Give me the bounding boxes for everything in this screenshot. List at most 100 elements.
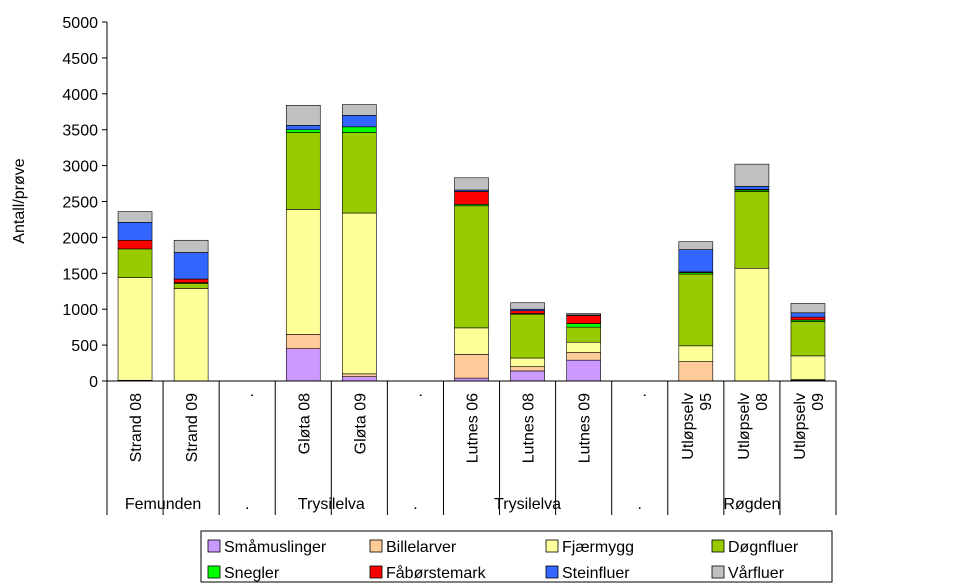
- x-tick-label: Utløpselv09: [792, 393, 827, 460]
- bar-segment: [117, 277, 153, 381]
- bar-segment: [510, 366, 545, 372]
- bar-segment: [342, 373, 377, 377]
- bar-segment: [790, 312, 826, 318]
- bar-segment: [790, 316, 826, 321]
- bar-segment: [510, 313, 545, 359]
- bar-segment: [734, 267, 770, 382]
- bar-segment: [790, 355, 826, 380]
- bar-segment: [566, 326, 601, 343]
- bar-segment: [285, 129, 321, 133]
- x-tick-label: Gløta 09: [352, 393, 369, 454]
- bar-segment: [117, 239, 153, 250]
- y-tick-label: 0: [89, 374, 98, 391]
- bar-segment: [285, 348, 321, 382]
- legend-box: [200, 530, 833, 583]
- bars: [117, 104, 826, 382]
- bar-segment: [678, 249, 714, 273]
- bar-segment: [566, 359, 601, 382]
- legend-item: Fåbørstemark: [369, 564, 487, 582]
- y-tick-label: 4000: [62, 87, 98, 104]
- legend-swatch: [545, 539, 559, 553]
- legend-label: Steinfluer: [562, 565, 630, 582]
- legend-swatch: [711, 565, 725, 579]
- bar-segment: [678, 345, 714, 362]
- group-label: Femunden: [125, 496, 202, 513]
- legend-label: Billelarver: [386, 539, 457, 556]
- x-tick-label-line: 08: [754, 393, 771, 411]
- legend-swatch: [207, 565, 221, 579]
- group-label: Røgden: [723, 496, 780, 513]
- legend-label: Fjærmygg: [562, 539, 634, 556]
- bar-segment: [117, 222, 153, 241]
- bar-segment: [285, 132, 321, 210]
- bar-segment: [678, 273, 714, 347]
- y-tick-label: 4500: [62, 51, 98, 68]
- x-tick-label: Strand 08: [128, 393, 145, 462]
- bar-stack: [790, 303, 826, 382]
- bar-segment: [285, 334, 321, 349]
- legend-swatch: [369, 565, 383, 579]
- bar-stack: [173, 239, 209, 382]
- legend-item: Billelarver: [369, 539, 457, 556]
- bar-stack: [285, 104, 321, 382]
- legend-swatch: [207, 539, 221, 553]
- y-tick-label: 3500: [62, 123, 98, 140]
- bar-segment: [734, 163, 770, 187]
- bar-segment: [678, 361, 714, 382]
- bar-stack: [342, 104, 377, 382]
- x-axis: Strand 08 Strand 09. Gløta 08 Gløta 09. Lutn…: [106, 380, 837, 515]
- x-tick-label-line: Utløpselv: [792, 393, 809, 460]
- bar-segment: [173, 288, 209, 382]
- bar-segment: [342, 126, 377, 133]
- legend-item: Fjærmygg: [545, 539, 634, 556]
- x-tick-label-line: Utløpselv: [680, 393, 697, 460]
- bar-segment: [173, 239, 209, 253]
- bar-segment: [734, 191, 770, 269]
- group-label: .: [245, 496, 249, 513]
- x-tick-label-line: Strand 09: [184, 393, 201, 462]
- bar-segment: [454, 354, 489, 379]
- y-tick-label: 500: [71, 338, 98, 355]
- x-tick-label-line: .: [408, 393, 425, 397]
- x-tick-label-line: 09: [810, 393, 827, 411]
- bar-segment: [510, 310, 545, 314]
- bar-segment: [566, 315, 601, 324]
- x-tick-label: .: [633, 393, 650, 397]
- group-label: Trysilelva: [298, 496, 365, 513]
- bar-segment: [173, 278, 209, 283]
- bar-segment: [566, 351, 601, 361]
- bar-segment: [566, 313, 601, 316]
- legend-label: Fåbørstemark: [386, 564, 487, 582]
- y-tick-label: 1500: [62, 266, 98, 283]
- bar-segment: [790, 321, 826, 357]
- y-axis: 0 500 1000 1500 2000 2500 3000 3500 4000 4500 5000: [62, 15, 108, 391]
- group-label: .: [638, 496, 642, 513]
- bar-stack: [510, 302, 545, 382]
- x-tick-label: Utløpselv95: [680, 393, 715, 460]
- bar-segment: [285, 125, 321, 130]
- legend-item: Småmuslinger: [207, 538, 327, 556]
- y-tick-label: 2000: [62, 230, 98, 247]
- x-tick-label-line: Lutnes 06: [465, 393, 482, 463]
- x-tick-label-line: Gløta 08: [296, 393, 313, 454]
- bar-segment: [173, 252, 209, 280]
- legend-label: Vårfluer: [728, 564, 785, 582]
- legend: Småmuslinger Billelarver Fjærmygg Døgnfluer…: [200, 530, 833, 583]
- y-tick-label: 2500: [62, 195, 98, 212]
- bar-segment: [510, 370, 545, 382]
- legend-label: Småmuslinger: [224, 538, 327, 556]
- legend-swatch: [711, 539, 725, 553]
- x-tick-label: Lutnes 06: [465, 393, 482, 463]
- bar-segment: [173, 283, 209, 289]
- bar-segment: [510, 357, 545, 367]
- legend-label: Snegler: [224, 565, 280, 582]
- legend-item: Steinfluer: [545, 565, 630, 582]
- bar-segment: [454, 191, 489, 205]
- legend-label: Døgnfluer: [728, 539, 799, 556]
- x-tick-label: .: [240, 393, 257, 397]
- y-tick-label: 1000: [62, 302, 98, 319]
- legend-item: Vårfluer: [711, 564, 785, 582]
- x-tick-label-line: Utløpselv: [736, 393, 753, 460]
- bar-segment: [342, 104, 377, 116]
